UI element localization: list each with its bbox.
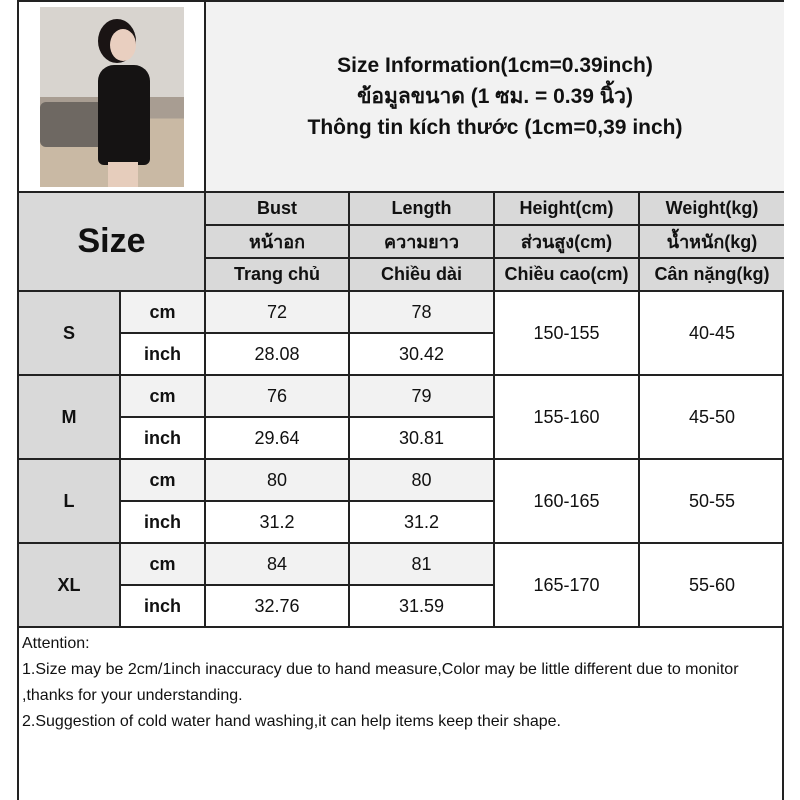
height-range: 165-170 — [493, 542, 640, 628]
col-weight-th: น้ำหนัก(kg) — [637, 224, 785, 259]
weight-range: 45-50 — [637, 374, 785, 460]
col-height-th: ส่วนสูง(cm) — [493, 224, 640, 259]
length-cm: 81 — [348, 542, 495, 586]
col-length-en: Length — [348, 191, 495, 226]
height-range: 150-155 — [493, 290, 640, 376]
title-en: Size Information(1cm=0.39inch) — [337, 54, 653, 77]
table-row-cm: M cm 76 79 155-160 45-50 — [19, 374, 785, 460]
title-vi: Thông tin kích thước (1cm=0,39 inch) — [307, 116, 683, 139]
size-header: Size — [19, 191, 206, 292]
attention-heading: Attention: — [22, 635, 90, 652]
col-length-vi: Chiều dài — [348, 257, 495, 292]
bust-inch: 29.64 — [204, 416, 350, 460]
product-photo — [39, 6, 184, 187]
attention-notes: Attention: 1.Size may be 2cm/1inch inacc… — [19, 629, 784, 737]
size-chart: Size Information(1cm=0.39inch) ข้อมูลขนา… — [17, 0, 785, 800]
table-row-inch: inch 28.08 30.42 — [19, 332, 784, 376]
col-height-en: Height(cm) — [493, 191, 640, 226]
length-cm: 79 — [348, 374, 495, 418]
length-inch: 31.59 — [348, 584, 495, 628]
bust-inch: 28.08 — [204, 332, 350, 376]
size-label: XL — [19, 542, 121, 628]
length-inch: 31.2 — [348, 500, 495, 544]
unit-cm: cm — [119, 458, 206, 502]
table-row-cm: S cm 72 78 150-155 40-45 — [19, 290, 785, 376]
weight-range: 50-55 — [637, 458, 785, 544]
size-label: M — [19, 374, 121, 460]
unit-cm: cm — [119, 542, 206, 586]
bust-inch: 31.2 — [204, 500, 350, 544]
weight-range: 40-45 — [637, 290, 785, 376]
unit-cm: cm — [119, 290, 206, 334]
col-weight-en: Weight(kg) — [637, 191, 785, 226]
weight-range: 55-60 — [637, 542, 785, 628]
size-label: L — [19, 458, 121, 544]
bust-inch: 32.76 — [204, 584, 350, 628]
attention-note-2: 2.Suggestion of cold water hand washing,… — [22, 713, 561, 730]
bust-cm: 80 — [204, 458, 350, 502]
title-th: ข้อมูลขนาด (1 ซม. = 0.39 นิ้ว) — [357, 85, 633, 108]
size-label: S — [19, 290, 121, 376]
unit-inch: inch — [119, 500, 206, 544]
height-range: 155-160 — [493, 374, 640, 460]
height-range: 160-165 — [493, 458, 640, 544]
col-weight-vi: Cân nặng(kg) — [637, 257, 785, 292]
bust-cm: 72 — [204, 290, 350, 334]
unit-inch: inch — [119, 332, 206, 376]
table-row-cm: L cm 80 80 160-165 50-55 — [19, 458, 785, 544]
attention-note-1: 1.Size may be 2cm/1inch inaccuracy due t… — [22, 661, 739, 704]
size-table: Size Information(1cm=0.39inch) ข้อมูลขนา… — [19, 2, 785, 628]
table-row-inch: inch 32.76 31.59 — [19, 584, 784, 628]
bust-cm: 84 — [204, 542, 350, 586]
length-cm: 80 — [348, 458, 495, 502]
length-inch: 30.81 — [348, 416, 495, 460]
table-row-cm: XL cm 84 81 165-170 55-60 — [19, 542, 785, 628]
col-bust-th: หน้าอก — [204, 224, 350, 259]
unit-inch: inch — [119, 584, 206, 628]
size-info-title: Size Information(1cm=0.39inch) ข้อมูลขนา… — [203, 2, 785, 193]
bust-cm: 76 — [204, 374, 350, 418]
col-bust-vi: Trang chủ — [204, 257, 350, 292]
table-row-inch: inch 31.2 31.2 — [19, 500, 784, 544]
product-photo-cell — [19, 2, 206, 193]
unit-inch: inch — [119, 416, 206, 460]
col-length-th: ความยาว — [348, 224, 495, 259]
table-row-inch: inch 29.64 30.81 — [19, 416, 784, 460]
col-bust-en: Bust — [204, 191, 350, 226]
length-cm: 78 — [348, 290, 495, 334]
unit-cm: cm — [119, 374, 206, 418]
col-height-vi: Chiều cao(cm) — [493, 257, 640, 292]
length-inch: 30.42 — [348, 332, 495, 376]
